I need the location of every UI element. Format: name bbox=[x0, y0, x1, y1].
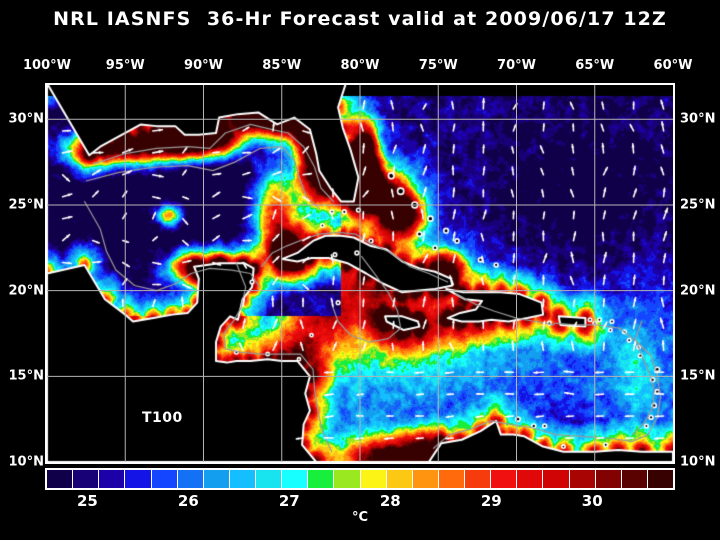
colorbar-tick-label: 27 bbox=[278, 492, 300, 510]
colorbar-swatch bbox=[360, 470, 387, 488]
colorbar-swatch bbox=[282, 470, 309, 488]
colorbar-swatch bbox=[229, 470, 256, 488]
colorbar-container bbox=[45, 468, 675, 490]
lat-tick-label-left: 10°N bbox=[8, 454, 44, 470]
colorbar-tick-label: 25 bbox=[76, 492, 98, 510]
colorbar-tick-label: 29 bbox=[480, 492, 502, 510]
colorbar-swatch bbox=[308, 470, 335, 488]
lon-tick-label: 75°W bbox=[418, 58, 458, 73]
colorbar-swatch bbox=[621, 470, 648, 488]
colorbar-swatch bbox=[151, 470, 178, 488]
colorbar-swatch bbox=[125, 470, 152, 488]
colorbar-swatch bbox=[569, 470, 596, 488]
colorbar-swatch bbox=[386, 470, 413, 488]
lat-tick-label-right: 25°N bbox=[680, 197, 716, 213]
colorbar-swatch bbox=[47, 470, 74, 488]
colorbar-swatch bbox=[438, 470, 465, 488]
colorbar-swatch bbox=[595, 470, 622, 488]
colorbar-swatch bbox=[647, 470, 673, 488]
lon-tick-label: 85°W bbox=[262, 58, 302, 73]
colorbar-swatch bbox=[73, 470, 100, 488]
map-annotation-t100: T100 bbox=[142, 410, 183, 426]
colorbar-swatch bbox=[543, 470, 570, 488]
colorbar-swatch bbox=[465, 470, 492, 488]
colorbar-swatch bbox=[256, 470, 283, 488]
lat-tick-label-left: 30°N bbox=[8, 111, 44, 127]
lon-tick-label: 100°W bbox=[23, 58, 71, 73]
lon-tick-label: 65°W bbox=[575, 58, 615, 73]
colorbar[interactable] bbox=[45, 468, 675, 490]
lon-tick-label: 60°W bbox=[653, 58, 693, 73]
lon-tick-label: 90°W bbox=[184, 58, 223, 73]
colorbar-swatch bbox=[334, 470, 361, 488]
lat-tick-label-right: 20°N bbox=[680, 283, 716, 299]
lon-tick-label: 95°W bbox=[105, 58, 145, 73]
sst-heatmap-canvas bbox=[47, 85, 673, 462]
page-title: NRL IASNFS 36-Hr Forecast valid at 2009/… bbox=[53, 8, 667, 30]
colorbar-tick-label: 28 bbox=[379, 492, 401, 510]
longitude-axis: 100°W 95°W 90°W 85°W 80°W 75°W 70°W 65°W 60°W bbox=[0, 58, 720, 76]
lat-tick-label-left: 25°N bbox=[8, 197, 44, 213]
lat-tick-label-left: 20°N bbox=[8, 283, 44, 299]
colorbar-swatch bbox=[203, 470, 230, 488]
colorbar-unit-label: °C bbox=[351, 510, 369, 525]
colorbar-swatch bbox=[177, 470, 204, 488]
map-plot-area[interactable]: T100 bbox=[45, 83, 675, 464]
colorbar-swatch bbox=[517, 470, 544, 488]
lat-tick-label-right: 30°N bbox=[680, 111, 716, 127]
colorbar-tick-label: 26 bbox=[177, 492, 199, 510]
lat-tick-label-left: 15°N bbox=[8, 368, 44, 384]
colorbar-swatch bbox=[491, 470, 518, 488]
lat-tick-label-right: 10°N bbox=[680, 454, 716, 470]
lon-tick-label: 70°W bbox=[497, 58, 536, 73]
colorbar-swatch bbox=[99, 470, 126, 488]
lat-tick-label-right: 15°N bbox=[680, 368, 716, 384]
colorbar-tick-label: 30 bbox=[581, 492, 603, 510]
lon-tick-label: 80°W bbox=[340, 58, 380, 73]
colorbar-tick-labels: 25 26 27 28 29 30 bbox=[0, 492, 720, 512]
colorbar-swatch bbox=[412, 470, 439, 488]
